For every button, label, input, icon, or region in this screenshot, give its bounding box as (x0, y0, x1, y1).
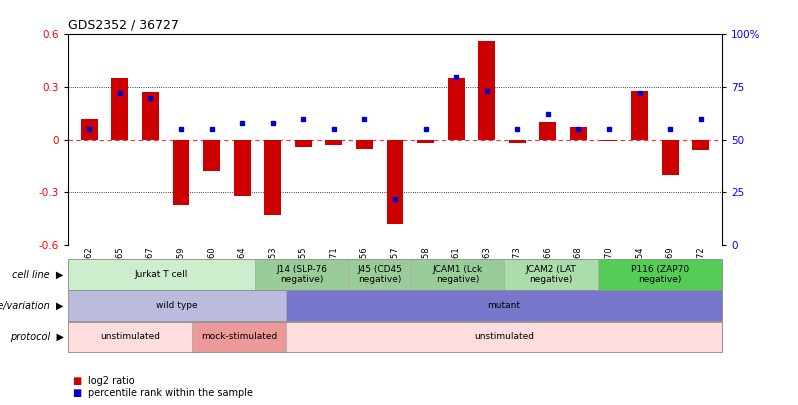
Bar (112, 78, 128, 140)
Bar (81, 119, 97, 140)
Bar (295, 140, 312, 147)
Text: mutant: mutant (488, 301, 520, 310)
Bar (693, 140, 709, 150)
Text: Jurkat T cell: Jurkat T cell (135, 270, 188, 279)
Text: JCAM2 (LAT
negative): JCAM2 (LAT negative) (525, 265, 576, 284)
Text: cell line  ▶: cell line ▶ (13, 269, 64, 279)
Bar (570, 128, 587, 140)
Bar (172, 140, 189, 205)
Text: ■: ■ (72, 376, 81, 386)
Bar (448, 78, 464, 140)
Bar (509, 140, 526, 143)
Bar (631, 91, 648, 140)
Text: genotype/variation  ▶: genotype/variation ▶ (0, 301, 64, 311)
Bar (417, 140, 434, 143)
Text: unstimulated: unstimulated (101, 332, 160, 341)
Bar (386, 140, 404, 224)
Bar (478, 41, 495, 140)
Text: log2 ratio: log2 ratio (88, 376, 134, 386)
Text: wild type: wild type (156, 301, 198, 310)
Bar (356, 140, 373, 149)
Text: percentile rank within the sample: percentile rank within the sample (88, 388, 253, 398)
Text: mock-stimulated: mock-stimulated (201, 332, 278, 341)
Text: ■: ■ (72, 388, 81, 398)
Bar (601, 140, 618, 141)
Text: J45 (CD45
negative): J45 (CD45 negative) (357, 265, 402, 284)
Text: P116 (ZAP70
negative): P116 (ZAP70 negative) (630, 265, 689, 284)
Bar (539, 122, 556, 140)
Bar (264, 140, 281, 215)
Bar (662, 140, 678, 175)
Text: protocol  ▶: protocol ▶ (10, 332, 64, 342)
Text: unstimulated: unstimulated (474, 332, 534, 341)
Bar (142, 92, 159, 140)
Text: JCAM1 (Lck
negative): JCAM1 (Lck negative) (433, 265, 483, 284)
Text: J14 (SLP-76
negative): J14 (SLP-76 negative) (276, 265, 327, 284)
Bar (326, 140, 342, 145)
Bar (234, 140, 251, 196)
Bar (203, 140, 220, 171)
Text: GDS2352 / 36727: GDS2352 / 36727 (68, 19, 179, 32)
